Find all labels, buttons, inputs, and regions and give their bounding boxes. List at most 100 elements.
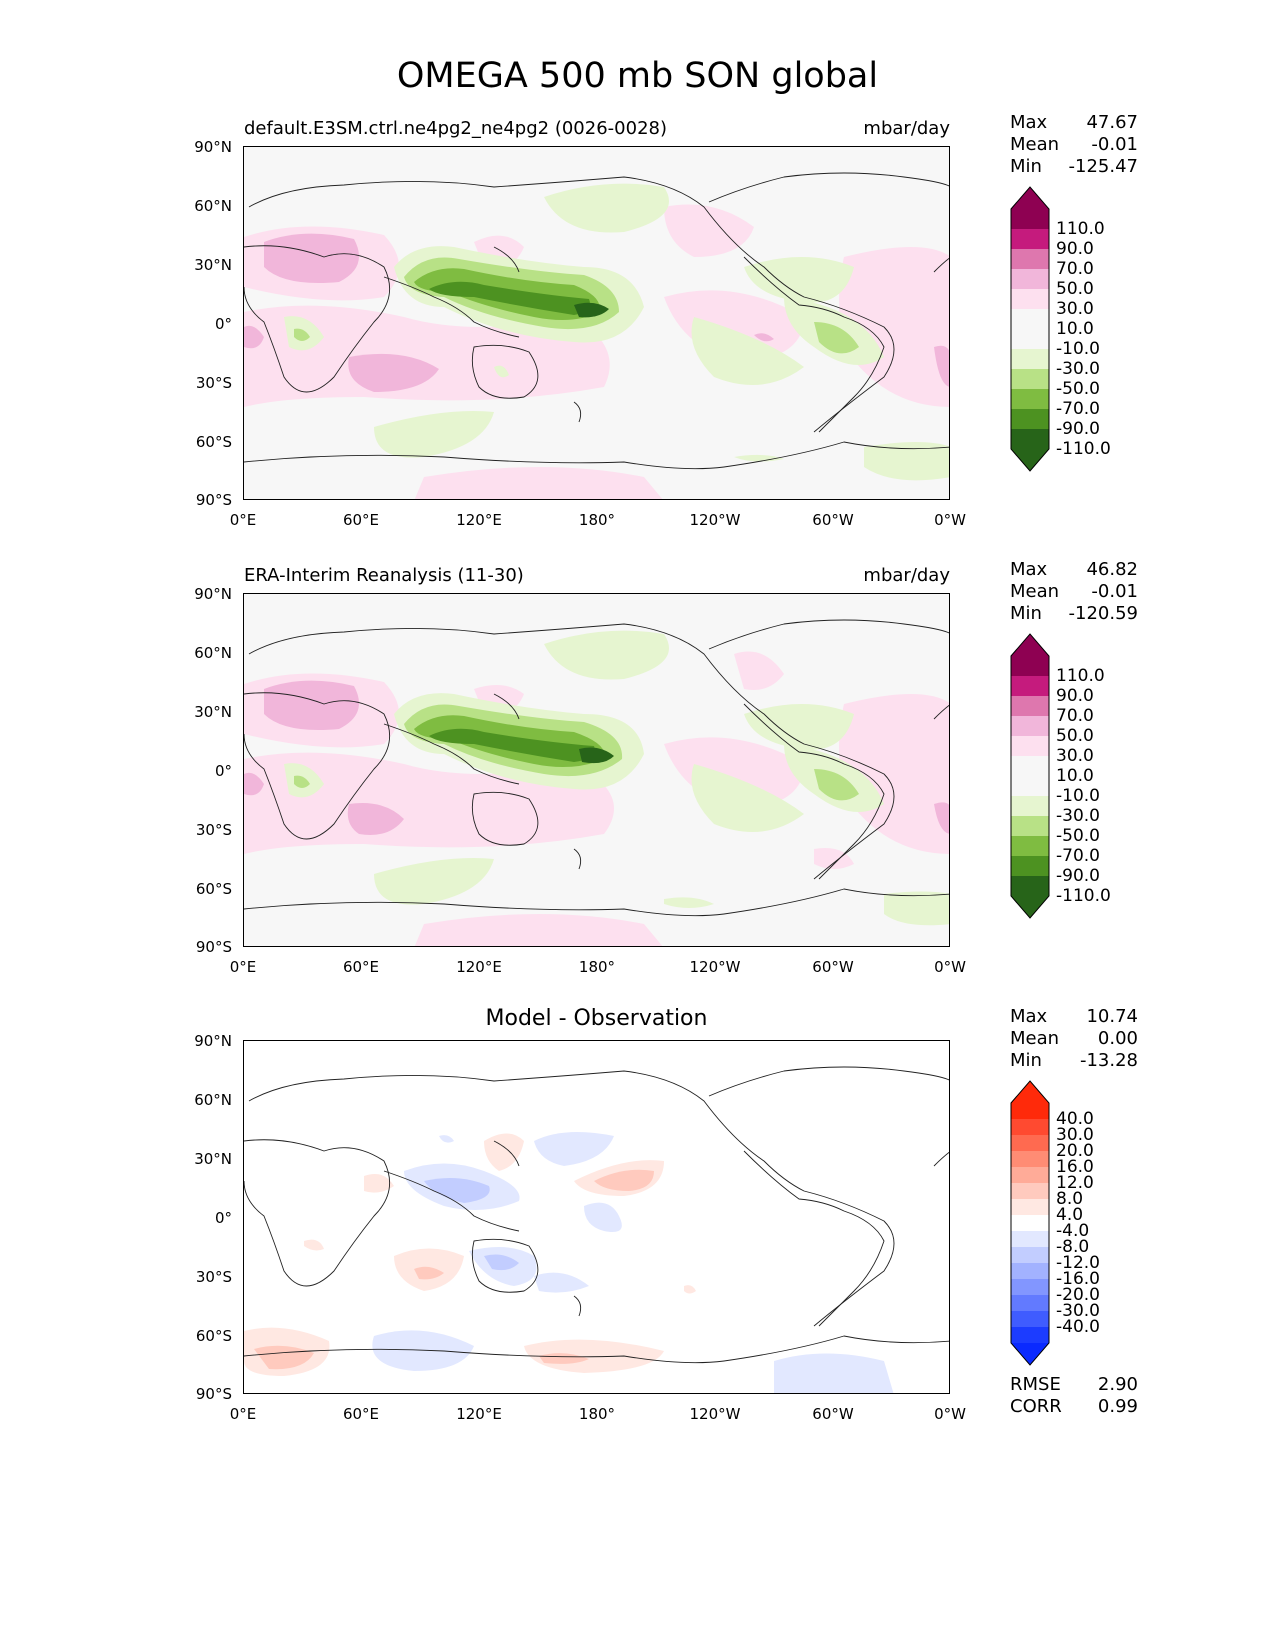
- lat-tick: 60°N: [194, 1091, 232, 1109]
- colorbar-tick-label: -50.0: [1056, 826, 1100, 846]
- colorbar-tick-label: -90.0: [1056, 419, 1100, 439]
- colorbar-segment: [1011, 756, 1049, 777]
- stat-label: Min: [1010, 156, 1042, 177]
- colorbar-segment: [1011, 696, 1049, 717]
- field-negative-regions: [284, 183, 949, 481]
- lon-tick: 120°E: [456, 958, 502, 976]
- colorbar-segment: [1011, 796, 1049, 817]
- lon-tick: 180°: [578, 958, 616, 976]
- lat-tick: 0°: [214, 762, 232, 780]
- panel-obs-title: ERA-Interim Reanalysis (11-30): [244, 565, 524, 586]
- stats-obs: Max 46.82 Mean -0.01 Min -120.59: [1010, 559, 1138, 625]
- colorbar-tick-label: 20.0: [1056, 1141, 1094, 1161]
- stat-label: Mean: [1010, 1028, 1060, 1049]
- colorbar-segment: [1011, 1215, 1049, 1232]
- colorbar-tick-label: -4.0: [1056, 1221, 1090, 1241]
- colorbar-segment: [1011, 209, 1049, 230]
- stat-label: Mean: [1010, 134, 1060, 155]
- lat-tick: 60°S: [195, 880, 232, 898]
- figure-title: OMEGA 500 mb SON global: [396, 56, 879, 96]
- colorbar-segment: [1011, 409, 1049, 430]
- colorbar-extend-min: [1011, 449, 1049, 471]
- lon-tick: 60°W: [812, 511, 854, 529]
- map-obs: [243, 593, 950, 947]
- field-negative-regions: [372, 1132, 894, 1393]
- colorbar-tick-label: -30.0: [1056, 1301, 1100, 1321]
- colorbar-tick-label: 10.0: [1056, 319, 1094, 339]
- colorbar-segment: [1011, 1311, 1049, 1328]
- lat-tick: 30°S: [195, 374, 232, 392]
- colorbar-tick-label: 10.0: [1056, 766, 1094, 786]
- colorbar-segment: [1011, 429, 1049, 450]
- lat-tick: 30°N: [194, 703, 232, 721]
- stat-value: -0.01: [1091, 581, 1138, 602]
- colorbar-tick-label: -12.0: [1056, 1253, 1100, 1273]
- stat-value: 0.00: [1097, 1028, 1138, 1049]
- map-model-field: [244, 172, 949, 499]
- map-diff-field: [244, 1066, 949, 1393]
- colorbar-segment: [1011, 836, 1049, 857]
- lat-tick: 60°S: [195, 433, 232, 451]
- colorbar-segment: [1011, 1295, 1049, 1312]
- colorbar-tick-label: -70.0: [1056, 846, 1100, 866]
- field-negative-regions: [284, 630, 949, 926]
- lat-tick: 90°S: [195, 491, 232, 509]
- stat-value: 10.74: [1086, 1006, 1138, 1027]
- lon-tick: 180°: [578, 1405, 616, 1423]
- panel-obs-units: mbar/day: [863, 565, 950, 586]
- stat-value: 46.82: [1086, 559, 1138, 580]
- colorbar-tick-label: 70.0: [1056, 259, 1094, 279]
- colorbar-tick-label: -110.0: [1056, 439, 1111, 459]
- colorbar-segment: [1011, 1135, 1049, 1152]
- lat-tick: 90°N: [194, 138, 232, 156]
- lat-tick: 30°N: [194, 256, 232, 274]
- colorbar-tick-label: -10.0: [1056, 339, 1100, 359]
- colorbar-tick-label: 30.0: [1056, 299, 1094, 319]
- lat-tick: 60°N: [194, 197, 232, 215]
- colorbar-tick-label: 4.0: [1056, 1205, 1084, 1225]
- colorbar-segment: [1011, 249, 1049, 270]
- colorbar-outline: [1010, 186, 1050, 472]
- colorbar-segment: [1011, 309, 1049, 330]
- lon-tick: 0°E: [229, 511, 257, 529]
- panel-model-title: default.E3SM.ctrl.ne4pg2_ne4pg2 (0026-00…: [244, 118, 667, 139]
- colorbar-segment: [1011, 1231, 1049, 1248]
- colorbar-extend-max: [1011, 187, 1049, 209]
- colorbar-segment: [1011, 349, 1049, 370]
- lat-tick: 90°N: [194, 585, 232, 603]
- lon-tick: 120°W: [689, 958, 741, 976]
- colorbar-segment: [1011, 1263, 1049, 1280]
- colorbar-tick-label: -110.0: [1056, 886, 1111, 906]
- stat-value: -125.47: [1068, 156, 1138, 177]
- colorbar-segment: [1011, 1247, 1049, 1264]
- map-diff: [243, 1040, 950, 1394]
- map-obs-field: [244, 619, 949, 946]
- field-positive-regions: [244, 204, 949, 499]
- colorbar-segment: [1011, 1119, 1049, 1136]
- colorbar-tick-label: -10.0: [1056, 786, 1100, 806]
- colorbar-segment: [1011, 1327, 1049, 1344]
- stat-label: Max: [1010, 559, 1048, 580]
- colorbar-segment: [1011, 1151, 1049, 1168]
- lon-tick: 0°E: [229, 1405, 257, 1423]
- panel-diff-title: Model - Observation: [485, 1006, 708, 1031]
- colorbar-tick-label: -20.0: [1056, 1285, 1100, 1305]
- lon-tick: 120°E: [456, 511, 502, 529]
- lat-tick: 60°S: [195, 1327, 232, 1345]
- colorbar-tick-label: 40.0: [1056, 1109, 1094, 1129]
- colorbar-extend-max: [1011, 1081, 1049, 1103]
- colorbar-segment: [1011, 656, 1049, 677]
- colorbar-tick-label: -70.0: [1056, 399, 1100, 419]
- colorbar-segment: [1011, 229, 1049, 250]
- lon-tick: 60°W: [812, 958, 854, 976]
- colorbar-tick-label: 50.0: [1056, 279, 1094, 299]
- colorbar-segment: [1011, 776, 1049, 797]
- lat-tick: 0°: [214, 315, 232, 333]
- colorbar-tick-label: -30.0: [1056, 359, 1100, 379]
- colorbar-segment: [1011, 329, 1049, 350]
- stat-value: -0.01: [1091, 134, 1138, 155]
- stat-label: Max: [1010, 112, 1048, 133]
- colorbar-segment: [1011, 389, 1049, 410]
- colorbar-tick-label: 110.0: [1056, 219, 1105, 239]
- map-model: [243, 146, 950, 500]
